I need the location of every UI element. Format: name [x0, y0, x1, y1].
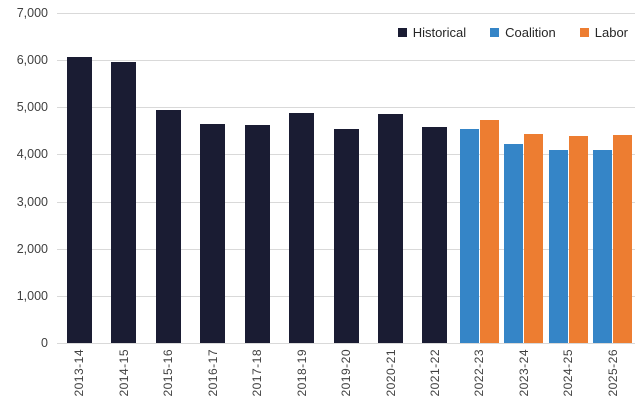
x-tick-2014-15: 2014-15 [101, 349, 145, 409]
y-tick-label: 0 [41, 336, 48, 350]
bar-coalition-2022-23 [459, 128, 479, 343]
y-tick-label: 5,000 [16, 100, 48, 114]
bar-coalition-2025-26 [593, 150, 613, 343]
legend-item-labor: Labor [579, 25, 628, 40]
legend-label-coalition: Coalition [505, 25, 556, 40]
x-tick-label: 2016-17 [205, 349, 220, 397]
x-tick-label: 2022-23 [472, 349, 487, 397]
category-2024-25 [546, 13, 590, 343]
gridline [57, 107, 635, 108]
bar-labor-2025-26 [613, 135, 633, 343]
x-tick-2013-14: 2013-14 [57, 349, 101, 409]
y-axis: 7,000 6,000 5,000 4,000 3,000 2,000 1,000 0 [0, 0, 50, 360]
x-tick-label: 2020-21 [383, 349, 398, 397]
x-tick-2024-25: 2024-25 [546, 349, 590, 409]
bar-historical-2019-20 [333, 128, 359, 343]
x-tick-label: 2017-18 [250, 349, 265, 397]
bar-historical-2013-14 [66, 56, 92, 343]
gridline [57, 60, 635, 61]
x-tick-2016-17: 2016-17 [190, 349, 234, 409]
legend-item-coalition: Coalition [490, 25, 556, 40]
category-2017-18 [235, 13, 279, 343]
x-tick-label: 2015-16 [161, 349, 176, 397]
x-tick-label: 2021-22 [427, 349, 442, 397]
category-2015-16 [146, 13, 190, 343]
historical-swatch-icon [397, 28, 407, 37]
category-2016-17 [190, 13, 234, 343]
bar-historical-2021-22 [422, 126, 448, 343]
x-tick-2018-19: 2018-19 [279, 349, 323, 409]
chart-legend: Historical Coalition Labor [397, 25, 628, 40]
plot-area [57, 13, 635, 344]
x-axis: 2013-14 2014-15 2015-16 2016-17 2017-18 2018-… [57, 349, 635, 409]
category-2013-14 [57, 13, 101, 343]
x-tick-2019-20: 2019-20 [324, 349, 368, 409]
y-tick-label: 1,000 [16, 289, 48, 303]
category-2019-20 [324, 13, 368, 343]
y-tick-label: 4,000 [16, 147, 48, 161]
x-tick-label: 2024-25 [561, 349, 576, 397]
legend-item-historical: Historical [397, 25, 467, 40]
x-tick-2025-26: 2025-26 [591, 349, 635, 409]
bar-historical-2016-17 [200, 124, 226, 343]
bar-labor-2023-24 [524, 133, 544, 343]
bar-historical-2014-15 [111, 62, 137, 343]
x-tick-2023-24: 2023-24 [502, 349, 546, 409]
x-tick-label: 2014-15 [116, 349, 131, 397]
x-tick-2022-23: 2022-23 [457, 349, 501, 409]
bar-coalition-2024-25 [548, 150, 568, 343]
labor-swatch-icon [579, 28, 589, 37]
coalition-swatch-icon [490, 28, 500, 37]
x-tick-label: 2019-20 [339, 349, 354, 397]
x-tick-2015-16: 2015-16 [146, 349, 190, 409]
y-tick-label: 2,000 [16, 242, 48, 256]
x-tick-label: 2025-26 [605, 349, 620, 397]
y-tick-label: 7,000 [16, 6, 48, 20]
legend-label-historical: Historical [412, 25, 467, 40]
category-2020-21 [368, 13, 412, 343]
bar-historical-2018-19 [289, 113, 315, 343]
x-tick-label: 2018-19 [294, 349, 309, 397]
legend-label-labor: Labor [594, 25, 628, 40]
x-tick-label: 2013-14 [72, 349, 87, 397]
gridline [57, 343, 635, 344]
y-tick-label: 6,000 [16, 53, 48, 67]
x-tick-2020-21: 2020-21 [368, 349, 412, 409]
x-tick-label: 2023-24 [516, 349, 531, 397]
x-tick-2021-22: 2021-22 [413, 349, 457, 409]
bar-labor-2024-25 [568, 136, 588, 343]
bar-coalition-2023-24 [504, 144, 524, 343]
bar-historical-2017-18 [244, 125, 270, 343]
x-tick-2017-18: 2017-18 [235, 349, 279, 409]
category-2025-26 [591, 13, 635, 343]
category-2014-15 [101, 13, 145, 343]
bar-labor-2022-23 [479, 119, 499, 343]
category-2021-22 [413, 13, 457, 343]
y-tick-label: 3,000 [16, 195, 48, 209]
category-2018-19 [279, 13, 323, 343]
bars-layer [57, 13, 635, 343]
bar-historical-2015-16 [155, 109, 181, 343]
gridline [57, 13, 635, 14]
bar-historical-2020-21 [378, 113, 404, 343]
category-2023-24 [502, 13, 546, 343]
category-2022-23 [457, 13, 501, 343]
